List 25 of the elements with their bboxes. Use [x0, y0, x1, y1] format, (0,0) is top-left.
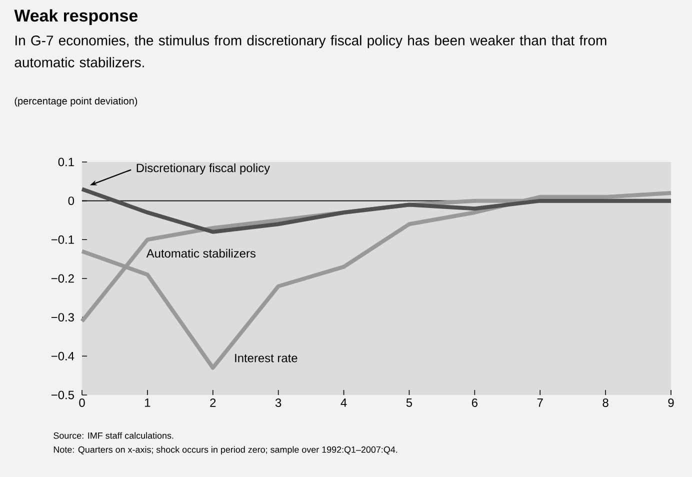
x-tick-label: 7 [537, 398, 543, 407]
text: (percentage point deviation) [14, 97, 138, 106]
y-tick-label: 0 [68, 196, 74, 206]
y-tick-label: −0.1 [51, 235, 74, 244]
y-tick-label: −0.3 [51, 313, 74, 322]
x-tick-label: 6 [472, 398, 478, 407]
y-tick-label: −0.4 [51, 352, 74, 360]
x-tick-label: 5 [406, 398, 412, 407]
series-label: Automatic stabilizers [146, 248, 256, 258]
x-tick-label: 2 [210, 398, 216, 407]
x-tick-label: 9 [668, 398, 674, 407]
chart-title: Weak response [14, 9, 138, 25]
text: Discretionary fiscal policy [136, 163, 270, 175]
x-tick-label: 8 [602, 398, 608, 407]
series-label: Interest rate [235, 354, 298, 362]
chart-subtitle: In G-7 economies, the stimulus from discretionary fiscal policy has been weaker than that from automatic stabilizers. [14, 35, 606, 68]
y-tick-label: −0.5 [51, 390, 74, 400]
text: Note: Quarters on x-axis; shock occurs in period zero; sample over 1992:Q1–2007:Q4. [54, 446, 398, 455]
y-tick-label: −0.2 [51, 274, 74, 283]
x-tick-label: 4 [340, 398, 347, 407]
source-note: Source: IMF staff calculations. [54, 432, 174, 439]
x-tick-label: 1 [145, 398, 150, 407]
y-tick-label: 0.1 [58, 158, 74, 166]
x-tick-label: 3 [275, 398, 282, 407]
x-tick-label: 0 [79, 398, 85, 407]
